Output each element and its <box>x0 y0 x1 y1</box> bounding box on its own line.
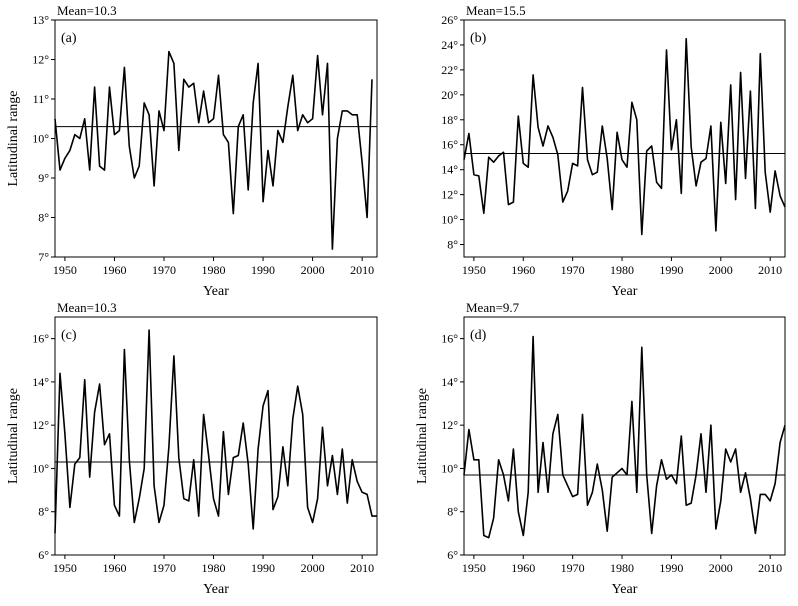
y-tick-label: 8° <box>447 238 458 252</box>
series-line <box>54 329 377 534</box>
x-axis-label: Year <box>612 284 638 299</box>
y-tick-label: 16° <box>441 332 458 346</box>
y-tick-label: 8° <box>38 211 49 225</box>
x-tick-label: 1980 <box>610 561 634 575</box>
x-tick-label: 1950 <box>462 263 486 277</box>
panel-4: 1950 1960 1970 1980 1990 2000 2010 6° 8° 10° 12° 14… <box>415 300 786 597</box>
y-tick-label: 26° <box>441 13 458 27</box>
x-tick-label: 1980 <box>610 263 634 277</box>
x-tick-label: 2000 <box>709 263 733 277</box>
panel-2: 1950 1960 1970 1980 1990 2000 2010 8° 10° 12° 14° 1… <box>441 3 786 299</box>
y-tick-label: 14° <box>32 375 49 389</box>
y-tick-label: 10° <box>32 132 49 146</box>
x-tick-label: 1950 <box>53 561 77 575</box>
y-tick-label: 12° <box>441 418 458 432</box>
mean-label: Mean=9.7 <box>466 300 520 315</box>
y-tick-label: 12° <box>32 53 49 67</box>
x-tick-label: 1980 <box>202 263 226 277</box>
x-tick-label: 1990 <box>659 561 683 575</box>
y-tick-label: 9° <box>38 171 49 185</box>
y-tick-label: 8° <box>38 505 49 519</box>
x-tick-label: 1990 <box>251 561 275 575</box>
x-tick-label: 2010 <box>758 263 782 277</box>
x-axis-label: Year <box>612 582 638 597</box>
y-tick-label: 14° <box>441 375 458 389</box>
plot-frame <box>463 316 786 556</box>
y-tick-label: 7° <box>38 250 49 264</box>
series-line <box>54 50 373 250</box>
x-tick-label: 1950 <box>53 263 77 277</box>
series-line <box>463 335 786 539</box>
x-tick-label: 2000 <box>709 561 733 575</box>
y-tick-label: 12° <box>441 188 458 202</box>
y-tick-label: 12° <box>32 418 49 432</box>
x-tick-label: 1970 <box>561 561 585 575</box>
x-tick-label: 1960 <box>102 263 126 277</box>
panel-label: (d) <box>470 328 487 343</box>
x-axis-label: Year <box>203 284 229 299</box>
x-tick-label: 1990 <box>659 263 683 277</box>
panel-label: (b) <box>470 31 487 46</box>
y-axis-label: Latitudinal range <box>415 388 430 484</box>
y-tick-label: 10° <box>441 461 458 475</box>
x-tick-label: 2010 <box>350 263 374 277</box>
panel-label: (a) <box>61 31 77 46</box>
x-tick-label: 2000 <box>301 561 325 575</box>
y-tick-label: 22° <box>441 63 458 77</box>
x-tick-label: 1980 <box>202 561 226 575</box>
x-tick-label: 1960 <box>511 561 535 575</box>
y-tick-label: 13° <box>32 13 49 27</box>
y-tick-label: 6° <box>447 548 458 562</box>
y-tick-label: 16° <box>441 138 458 152</box>
x-tick-label: 1950 <box>462 561 486 575</box>
panel-label: (c) <box>61 328 77 343</box>
x-tick-label: 2000 <box>301 263 325 277</box>
y-tick-label: 16° <box>32 332 49 346</box>
x-tick-label: 1990 <box>251 263 275 277</box>
y-axis-label: Latitudinal range <box>6 90 21 186</box>
plot-frame <box>54 316 378 556</box>
y-axis-label: Latitudinal range <box>6 388 21 484</box>
mean-label: Mean=15.5 <box>466 3 526 18</box>
mean-label: Mean=10.3 <box>57 3 117 18</box>
x-axis-label: Year <box>203 582 229 597</box>
panel-1: 1950 1960 1970 1980 1990 2000 2010 7° 8° 9° 10° 11°… <box>6 3 378 299</box>
y-tick-label: 11° <box>33 92 50 106</box>
y-tick-label: 14° <box>441 163 458 177</box>
y-tick-label: 6° <box>38 548 49 562</box>
y-tick-label: 8° <box>447 505 458 519</box>
x-tick-label: 1970 <box>152 561 176 575</box>
plot-frame <box>463 19 786 258</box>
series-line <box>463 37 786 236</box>
y-tick-label: 18° <box>441 113 458 127</box>
panel-3: 1950 1960 1970 1980 1990 2000 2010 6° 8° 10° 12° 14… <box>6 300 378 597</box>
x-tick-label: 2010 <box>350 561 374 575</box>
x-tick-label: 2010 <box>758 561 782 575</box>
y-tick-label: 10° <box>32 461 49 475</box>
x-tick-label: 1960 <box>102 561 126 575</box>
x-tick-label: 1970 <box>152 263 176 277</box>
y-tick-label: 10° <box>441 213 458 227</box>
x-tick-label: 1960 <box>511 263 535 277</box>
y-tick-label: 24° <box>441 38 458 52</box>
x-tick-label: 1970 <box>561 263 585 277</box>
y-tick-label: 20° <box>441 88 458 102</box>
mean-label: Mean=10.3 <box>57 300 117 315</box>
